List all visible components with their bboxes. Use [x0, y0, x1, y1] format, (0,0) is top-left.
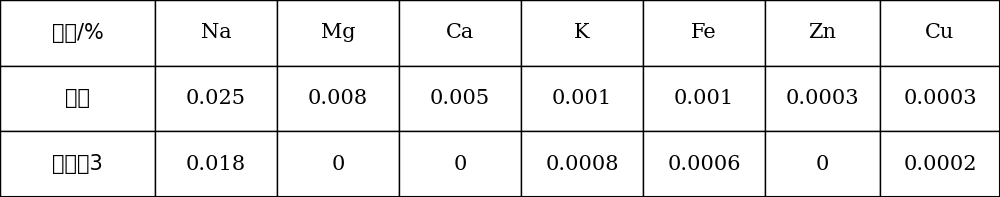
- Bar: [0, 0, 155, 66]
- Text: 0: 0: [816, 155, 829, 174]
- Text: 0.001: 0.001: [674, 89, 734, 108]
- Text: 0.025: 0.025: [186, 89, 246, 108]
- Text: K: K: [574, 23, 590, 42]
- Text: 0.0003: 0.0003: [786, 89, 859, 108]
- Text: Mg: Mg: [321, 23, 355, 42]
- Text: 含量/%: 含量/%: [52, 23, 103, 43]
- Bar: [765, 131, 880, 197]
- Text: 0.0006: 0.0006: [667, 155, 741, 174]
- Text: 行标: 行标: [65, 88, 90, 109]
- Bar: [0, 131, 155, 197]
- Bar: [155, 66, 277, 131]
- Bar: [643, 0, 765, 66]
- Bar: [880, 0, 1000, 66]
- Bar: [155, 0, 277, 66]
- Bar: [643, 131, 765, 197]
- Bar: [880, 131, 1000, 197]
- Bar: [765, 0, 880, 66]
- Bar: [521, 0, 643, 66]
- Bar: [277, 0, 399, 66]
- Bar: [399, 131, 521, 197]
- Text: Na: Na: [201, 23, 231, 42]
- Bar: [277, 131, 399, 197]
- Bar: [0, 66, 155, 131]
- Text: 0: 0: [453, 155, 467, 174]
- Text: Ca: Ca: [446, 23, 474, 42]
- Text: 0.018: 0.018: [186, 155, 246, 174]
- Text: 0.001: 0.001: [552, 89, 612, 108]
- Bar: [521, 131, 643, 197]
- Bar: [399, 66, 521, 131]
- Bar: [399, 0, 521, 66]
- Text: 实施例3: 实施例3: [52, 154, 103, 174]
- Text: 0.0008: 0.0008: [545, 155, 619, 174]
- Text: Fe: Fe: [691, 23, 717, 42]
- Text: 0.008: 0.008: [308, 89, 368, 108]
- Text: Cu: Cu: [925, 23, 955, 42]
- Bar: [277, 66, 399, 131]
- Text: 0.005: 0.005: [430, 89, 490, 108]
- Text: 0.0002: 0.0002: [903, 155, 977, 174]
- Bar: [155, 131, 277, 197]
- Text: 0: 0: [331, 155, 345, 174]
- Bar: [643, 66, 765, 131]
- Bar: [765, 66, 880, 131]
- Text: 0.0003: 0.0003: [903, 89, 977, 108]
- Bar: [880, 66, 1000, 131]
- Text: Zn: Zn: [808, 23, 836, 42]
- Bar: [521, 66, 643, 131]
